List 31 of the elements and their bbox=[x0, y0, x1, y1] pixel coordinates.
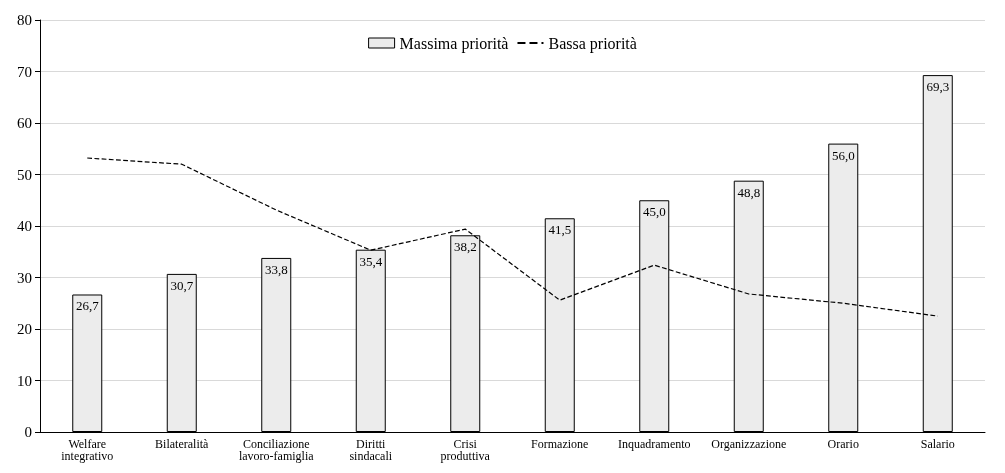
y-tick-label: 20 bbox=[17, 321, 32, 337]
data-label: 38,2 bbox=[453, 239, 477, 255]
y-tick-label: 70 bbox=[17, 63, 32, 80]
x-tick-label: Inquadramento bbox=[617, 437, 691, 451]
data-label: 41,5 bbox=[548, 222, 572, 238]
x-tick-label: Formazione bbox=[531, 437, 589, 451]
y-tick-label: 40 bbox=[17, 218, 32, 234]
data-label: 35,4 bbox=[359, 253, 383, 269]
y-tick-label: 80 bbox=[17, 12, 32, 28]
y-tick-label: 60 bbox=[17, 115, 32, 131]
x-tick-label: Orario bbox=[827, 437, 859, 451]
data-label: 26,7 bbox=[75, 298, 100, 314]
legend-label: Bassa priorità bbox=[548, 34, 637, 53]
x-tick-label: Crisi produttiva bbox=[440, 437, 491, 463]
data-label: 48,8 bbox=[737, 184, 761, 200]
data-label: 33,8 bbox=[264, 261, 288, 277]
x-tick-label: Bilateralità bbox=[155, 437, 210, 451]
data-label: 30,7 bbox=[170, 277, 194, 293]
y-tick-label: 50 bbox=[17, 166, 32, 183]
x-tick-label: Organizzazione bbox=[711, 437, 787, 451]
y-tick-label: 10 bbox=[17, 372, 32, 389]
data-label: 45,0 bbox=[642, 204, 666, 220]
y-tick-label: 0 bbox=[24, 424, 32, 440]
x-tick-label: Diritti sindacali bbox=[349, 437, 393, 463]
y-tick-label: 30 bbox=[17, 269, 32, 286]
x-tick-label: Conciliazione lavoro-famiglia bbox=[238, 437, 315, 463]
x-tick-label: Salario bbox=[920, 437, 955, 451]
x-tick-label: Welfare integrativo bbox=[61, 437, 114, 463]
data-label: 69,3 bbox=[926, 79, 950, 95]
data-label: 56,0 bbox=[831, 147, 855, 163]
legend-label: Massima priorità bbox=[399, 34, 509, 53]
